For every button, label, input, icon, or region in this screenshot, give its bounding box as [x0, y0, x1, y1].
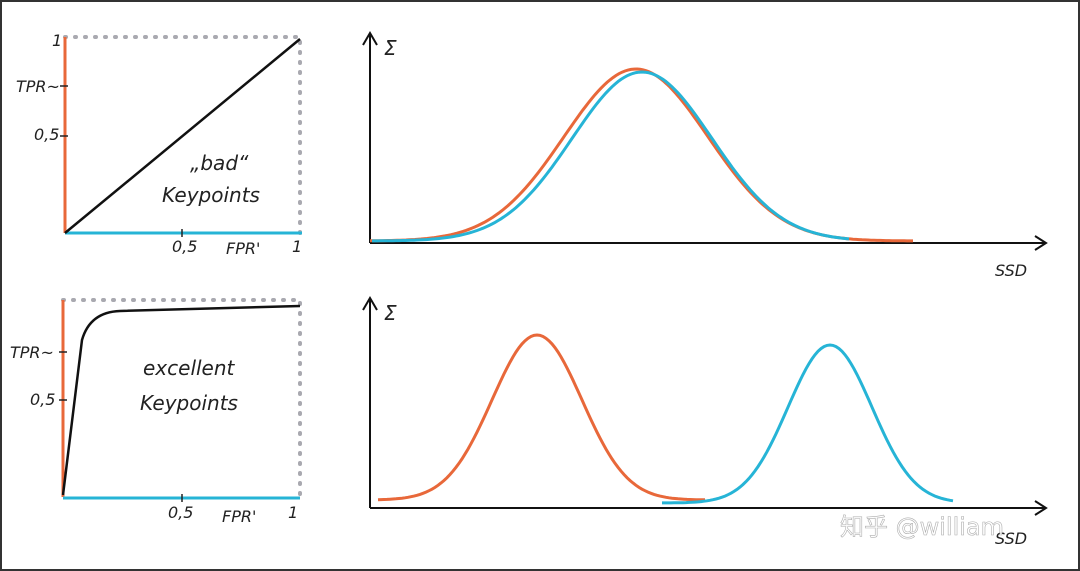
- tick-label: 1: [292, 237, 302, 256]
- tick-label: 0,5: [34, 125, 59, 144]
- axis-label: SSD: [995, 529, 1027, 548]
- axes: [362, 31, 1048, 251]
- roc-bad: 1 TPR~ 0,5 „bad“ Keypoints 0,5 FPR' 1: [16, 31, 302, 258]
- axis-label: SSD: [995, 261, 1027, 280]
- axis-label: FPR': [222, 507, 256, 526]
- tick-label: 0,5: [172, 237, 197, 256]
- caption: excellent: [143, 356, 236, 380]
- dotted-bound: [61, 298, 302, 500]
- roc-curve: [61, 304, 301, 496]
- axes: [362, 296, 1048, 516]
- cyan-curve: [372, 70, 850, 243]
- axis-label: TPR~: [10, 343, 54, 362]
- orange-curve: [377, 333, 705, 502]
- cyan-curve: [662, 343, 954, 505]
- ticks: [60, 85, 183, 237]
- caption: Keypoints: [140, 391, 238, 415]
- caption: Keypoints: [162, 183, 260, 207]
- watermark: 知乎 @william: [840, 513, 1004, 541]
- axis-label: Σ: [384, 36, 397, 60]
- axis-label: TPR~: [16, 77, 60, 96]
- axis-label: FPR': [226, 239, 260, 258]
- tick-label: 0,5: [168, 503, 193, 522]
- axis-label: Σ: [384, 301, 397, 325]
- tick-label: 1: [52, 31, 62, 50]
- ticks: [59, 351, 183, 502]
- dotted-bound: [63, 35, 302, 235]
- dist-bad: Σ SSD: [362, 31, 1048, 280]
- tick-label: 0,5: [30, 390, 55, 409]
- caption: „bad“: [190, 151, 249, 175]
- dist-excellent: Σ SSD: [362, 296, 1048, 548]
- tick-label: 1: [288, 503, 298, 522]
- roc-excellent: TPR~ 0,5 excellent Keypoints 0,5 FPR' 1: [10, 298, 302, 526]
- roc-curve: [64, 38, 301, 234]
